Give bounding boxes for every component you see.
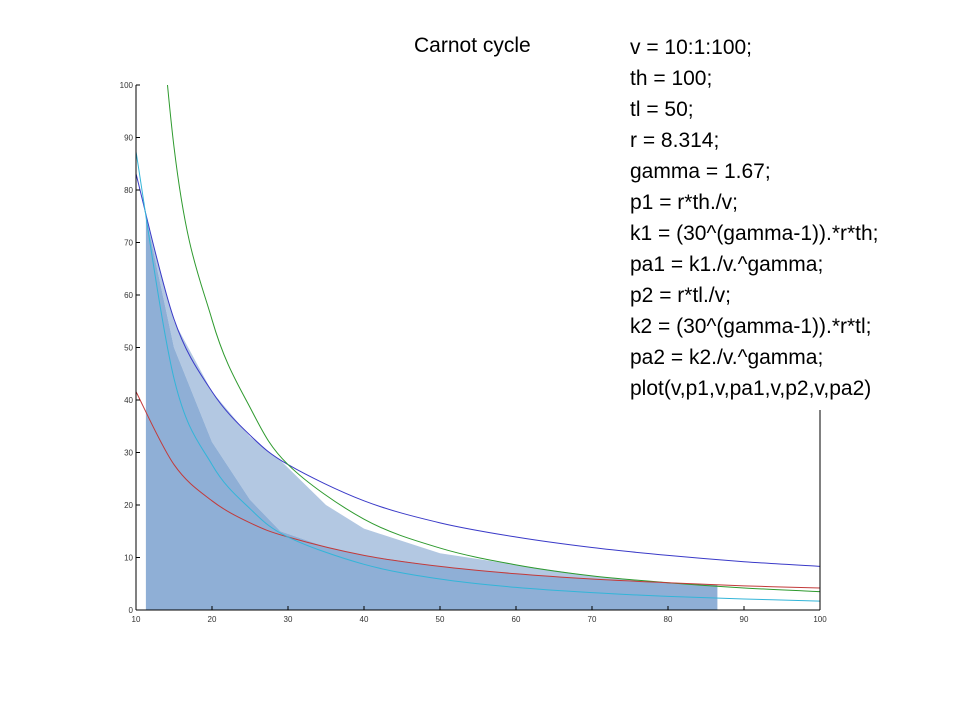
- y-tick-label: 10: [124, 554, 133, 563]
- code-line: pa2 = k2./v.^gamma;: [630, 346, 824, 369]
- y-tick-label: 100: [120, 81, 134, 90]
- y-tick-label: 0: [129, 606, 134, 615]
- code-line: r = 8.314;: [630, 129, 720, 152]
- shaded-regions: [145, 216, 718, 610]
- series-line-4: [136, 151, 820, 602]
- y-tick-label: 60: [124, 291, 133, 300]
- code-line: v = 10:1:100;: [630, 36, 753, 59]
- code-line: plot(v,p1,v,pa1,v,p2,v,pa2): [630, 377, 872, 400]
- y-tick-label: 30: [124, 449, 133, 458]
- code-line: p1 = r*th./v;: [630, 191, 738, 214]
- series-line-3: [136, 391, 820, 589]
- y-tick-label: 80: [124, 186, 133, 195]
- code-line: gamma = 1.67;: [630, 160, 771, 183]
- x-tick-label: 20: [208, 615, 217, 624]
- code-line: th = 100;: [630, 67, 713, 90]
- x-tick-label: 70: [588, 615, 597, 624]
- x-tick-label: 30: [284, 615, 293, 624]
- y-tick-label: 70: [124, 239, 133, 248]
- y-tick-label: 90: [124, 134, 133, 143]
- y-tick-label: 50: [124, 344, 133, 353]
- x-tick-label: 50: [436, 615, 445, 624]
- x-tick-label: 40: [360, 615, 369, 624]
- x-tick-label: 100: [813, 615, 827, 624]
- x-tick-label: 10: [132, 615, 141, 624]
- code-line: p2 = r*tl./v;: [630, 284, 731, 307]
- series-line-1: [136, 173, 820, 567]
- shaded-region-dark: [145, 216, 718, 610]
- x-tick-label: 60: [512, 615, 521, 624]
- code-line: k2 = (30^(gamma-1)).*r*tl;: [630, 315, 872, 338]
- slide-title: Carnot cycle: [414, 34, 531, 57]
- code-line: k1 = (30^(gamma-1)).*r*th;: [630, 222, 879, 245]
- y-tick-label: 40: [124, 396, 133, 405]
- ticks: 10 20 30 40 50 60 70 80 90 1000102030405060708090…: [120, 81, 828, 624]
- shaded-region-light: [145, 216, 718, 585]
- x-tick-label: 90: [740, 615, 749, 624]
- code-line: pa1 = k1./v.^gamma;: [630, 253, 824, 276]
- y-tick-label: 20: [124, 501, 133, 510]
- code-line: tl = 50;: [630, 98, 694, 121]
- matlab-code-block: v = 10:1:100; th = 100; tl = 50; r = 8.3…: [614, 26, 914, 410]
- curves: [136, 85, 820, 602]
- x-tick-label: 80: [664, 615, 673, 624]
